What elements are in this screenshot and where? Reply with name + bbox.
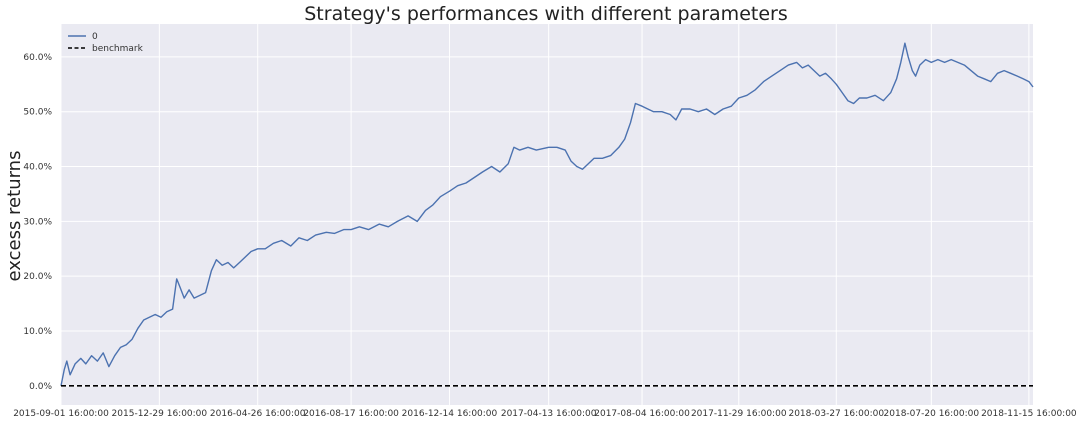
y-tick-label: 30.0% — [23, 217, 52, 227]
x-tick-label: 2015-12-29 16:00:00 — [112, 409, 208, 419]
legend: 0 benchmark — [68, 32, 144, 54]
x-tick-label: 2016-04-26 16:00:00 — [210, 409, 306, 419]
y-tick-label: 60.0% — [23, 53, 52, 63]
x-tick-label: 2017-08-04 16:00:00 — [594, 409, 690, 419]
series-lines — [60, 42, 1034, 387]
chart-title: Strategy's performances with different p… — [304, 3, 787, 25]
series-line-strategy — [60, 42, 1034, 386]
y-tick-labels: 0.0% 10.0% 20.0% 30.0% 40.0% 50.0% 60.0% — [23, 53, 52, 392]
y-tick-label: 40.0% — [23, 163, 52, 173]
x-tick-label: 2016-08-17 16:00:00 — [303, 409, 399, 419]
y-tick-label: 50.0% — [23, 108, 52, 118]
y-tick-label: 0.0% — [29, 382, 52, 392]
x-tick-label: 2015-09-01 16:00:00 — [13, 409, 109, 419]
plot-background — [61, 24, 1033, 405]
y-axis-label: excess returns — [4, 151, 25, 282]
legend-label-benchmark: benchmark — [92, 44, 144, 54]
x-tick-label: 2017-11-29 16:00:00 — [691, 409, 787, 419]
x-tick-labels: 2015-09-01 16:00:00 2015-12-29 16:00:00 20… — [13, 409, 1077, 419]
y-tick-label: 20.0% — [23, 272, 52, 282]
x-tick-label: 2016-12-14 16:00:00 — [402, 409, 498, 419]
legend-label-series-0: 0 — [92, 32, 98, 42]
y-tick-label: 10.0% — [23, 327, 52, 337]
x-tick-label: 2018-03-27 16:00:00 — [788, 409, 884, 419]
x-tick-label: 2017-04-13 16:00:00 — [501, 409, 597, 419]
x-tick-label: 2018-11-15 16:00:00 — [981, 409, 1077, 419]
x-tick-label: 2018-07-20 16:00:00 — [884, 409, 980, 419]
grid-lines — [60, 24, 1033, 405]
